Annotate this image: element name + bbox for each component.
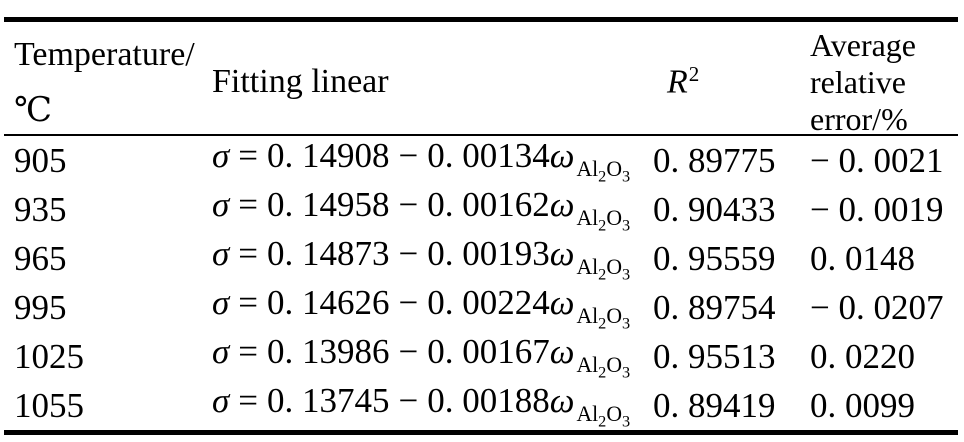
table-header-row: Temperature/ ℃ Fitting linear R2 Average… — [4, 22, 958, 137]
minus-sign: − — [398, 234, 419, 273]
error-cell: 0. 0099 — [810, 386, 915, 426]
error-cell: − 0. 0207 — [810, 288, 944, 328]
minus-sign: − — [398, 136, 419, 175]
omega-symbol: ω — [549, 381, 575, 420]
sigma-symbol: σ — [212, 185, 230, 224]
table-row: 965 σ = 0. 14873−0. 00193ωAl2O3 0. 95559 0… — [4, 234, 958, 283]
omega-symbol: ω — [549, 234, 575, 273]
header-temperature-unit: ℃ — [14, 91, 53, 129]
table-row: 905 σ = 0. 14908−0. 00134ωAl2O3 0. 89775 −… — [4, 136, 958, 185]
header-error-line2: relative — [810, 64, 906, 100]
r-squared-cell: 0. 89419 — [653, 386, 776, 426]
equation-cell: σ = 0. 13986−0. 00167ωAl2O3 — [202, 332, 643, 382]
equation-cell: σ = 0. 14873−0. 00193ωAl2O3 — [202, 234, 643, 284]
header-r-squared: R2 — [643, 22, 798, 141]
table-body: 905 σ = 0. 14908−0. 00134ωAl2O3 0. 89775 −… — [4, 136, 958, 430]
al2o3-subscript: Al2O3 — [576, 254, 631, 284]
temperature-cell: 1055 — [14, 386, 84, 426]
error-cell: − 0. 0021 — [810, 141, 944, 181]
omega-symbol: ω — [549, 185, 575, 224]
slope-value: 0. 00134 — [427, 136, 550, 175]
al2o3-subscript: Al2O3 — [576, 401, 631, 431]
intercept-value: 0. 14958 — [267, 185, 390, 224]
table-row: 935 σ = 0. 14958−0. 00162ωAl2O3 0. 90433 −… — [4, 185, 958, 234]
al2o3-subscript: Al2O3 — [576, 205, 631, 235]
sigma-symbol: σ — [212, 283, 230, 322]
minus-sign: − — [398, 283, 419, 322]
header-fitting-label: Fitting linear — [212, 62, 389, 100]
equals-sign: = — [238, 381, 259, 420]
fitting-results-table: Temperature/ ℃ Fitting linear R2 Average… — [4, 17, 958, 435]
slope-value: 0. 00224 — [427, 283, 550, 322]
temperature-cell: 995 — [14, 288, 67, 328]
al2o3-subscript: Al2O3 — [576, 303, 631, 333]
equals-sign: = — [238, 283, 259, 322]
omega-symbol: ω — [549, 283, 575, 322]
equals-sign: = — [238, 332, 259, 371]
r-squared-cell: 0. 95559 — [653, 239, 776, 279]
intercept-value: 0. 13745 — [267, 381, 390, 420]
slope-value: 0. 00193 — [427, 234, 550, 273]
header-temperature-line1: Temperature/ — [14, 35, 195, 73]
header-average-relative-error: Average relative error/% — [798, 22, 958, 141]
omega-symbol: ω — [549, 332, 575, 371]
sigma-symbol: σ — [212, 332, 230, 371]
sigma-symbol: σ — [212, 136, 230, 175]
table-row: 1055 σ = 0. 13745−0. 00188ωAl2O3 0. 89419 … — [4, 381, 958, 430]
equals-sign: = — [238, 136, 259, 175]
table-row: 995 σ = 0. 14626−0. 00224ωAl2O3 0. 89754 −… — [4, 283, 958, 332]
al2o3-subscript: Al2O3 — [576, 156, 631, 186]
slope-value: 0. 00167 — [427, 332, 550, 371]
equals-sign: = — [238, 234, 259, 273]
intercept-value: 0. 14626 — [267, 283, 390, 322]
minus-sign: − — [398, 381, 419, 420]
error-cell: 0. 0220 — [810, 337, 915, 377]
header-temperature: Temperature/ ℃ — [4, 22, 202, 141]
header-error-line3: error/% — [810, 101, 908, 137]
slope-value: 0. 00162 — [427, 185, 550, 224]
error-cell: 0. 0148 — [810, 239, 915, 279]
header-error-line1: Average — [810, 27, 916, 63]
al2o3-subscript: Al2O3 — [576, 352, 631, 382]
intercept-value: 0. 14873 — [267, 234, 390, 273]
header-fitting-linear: Fitting linear — [202, 22, 643, 141]
error-cell: − 0. 0019 — [810, 190, 944, 230]
equation-cell: σ = 0. 14958−0. 00162ωAl2O3 — [202, 185, 643, 235]
equals-sign: = — [238, 185, 259, 224]
sigma-symbol: σ — [212, 381, 230, 420]
intercept-value: 0. 14908 — [267, 136, 390, 175]
minus-sign: − — [398, 185, 419, 224]
sigma-symbol: σ — [212, 234, 230, 273]
equation-cell: σ = 0. 14908−0. 00134ωAl2O3 — [202, 136, 643, 186]
equation-cell: σ = 0. 13745−0. 00188ωAl2O3 — [202, 381, 643, 431]
equation-cell: σ = 0. 14626−0. 00224ωAl2O3 — [202, 283, 643, 333]
temperature-cell: 1025 — [14, 337, 84, 377]
r-squared-cell: 0. 90433 — [653, 190, 776, 230]
temperature-cell: 935 — [14, 190, 67, 230]
r-squared-cell: 0. 89775 — [653, 141, 776, 181]
temperature-cell: 905 — [14, 141, 67, 181]
minus-sign: − — [398, 332, 419, 371]
intercept-value: 0. 13986 — [267, 332, 390, 371]
r-squared-cell: 0. 89754 — [653, 288, 776, 328]
table-row: 1025 σ = 0. 13986−0. 00167ωAl2O3 0. 95513 … — [4, 332, 958, 381]
r-squared-cell: 0. 95513 — [653, 337, 776, 377]
slope-value: 0. 00188 — [427, 381, 550, 420]
temperature-cell: 965 — [14, 239, 67, 279]
r-squared-symbol: R2 — [667, 61, 700, 101]
omega-symbol: ω — [549, 136, 575, 175]
